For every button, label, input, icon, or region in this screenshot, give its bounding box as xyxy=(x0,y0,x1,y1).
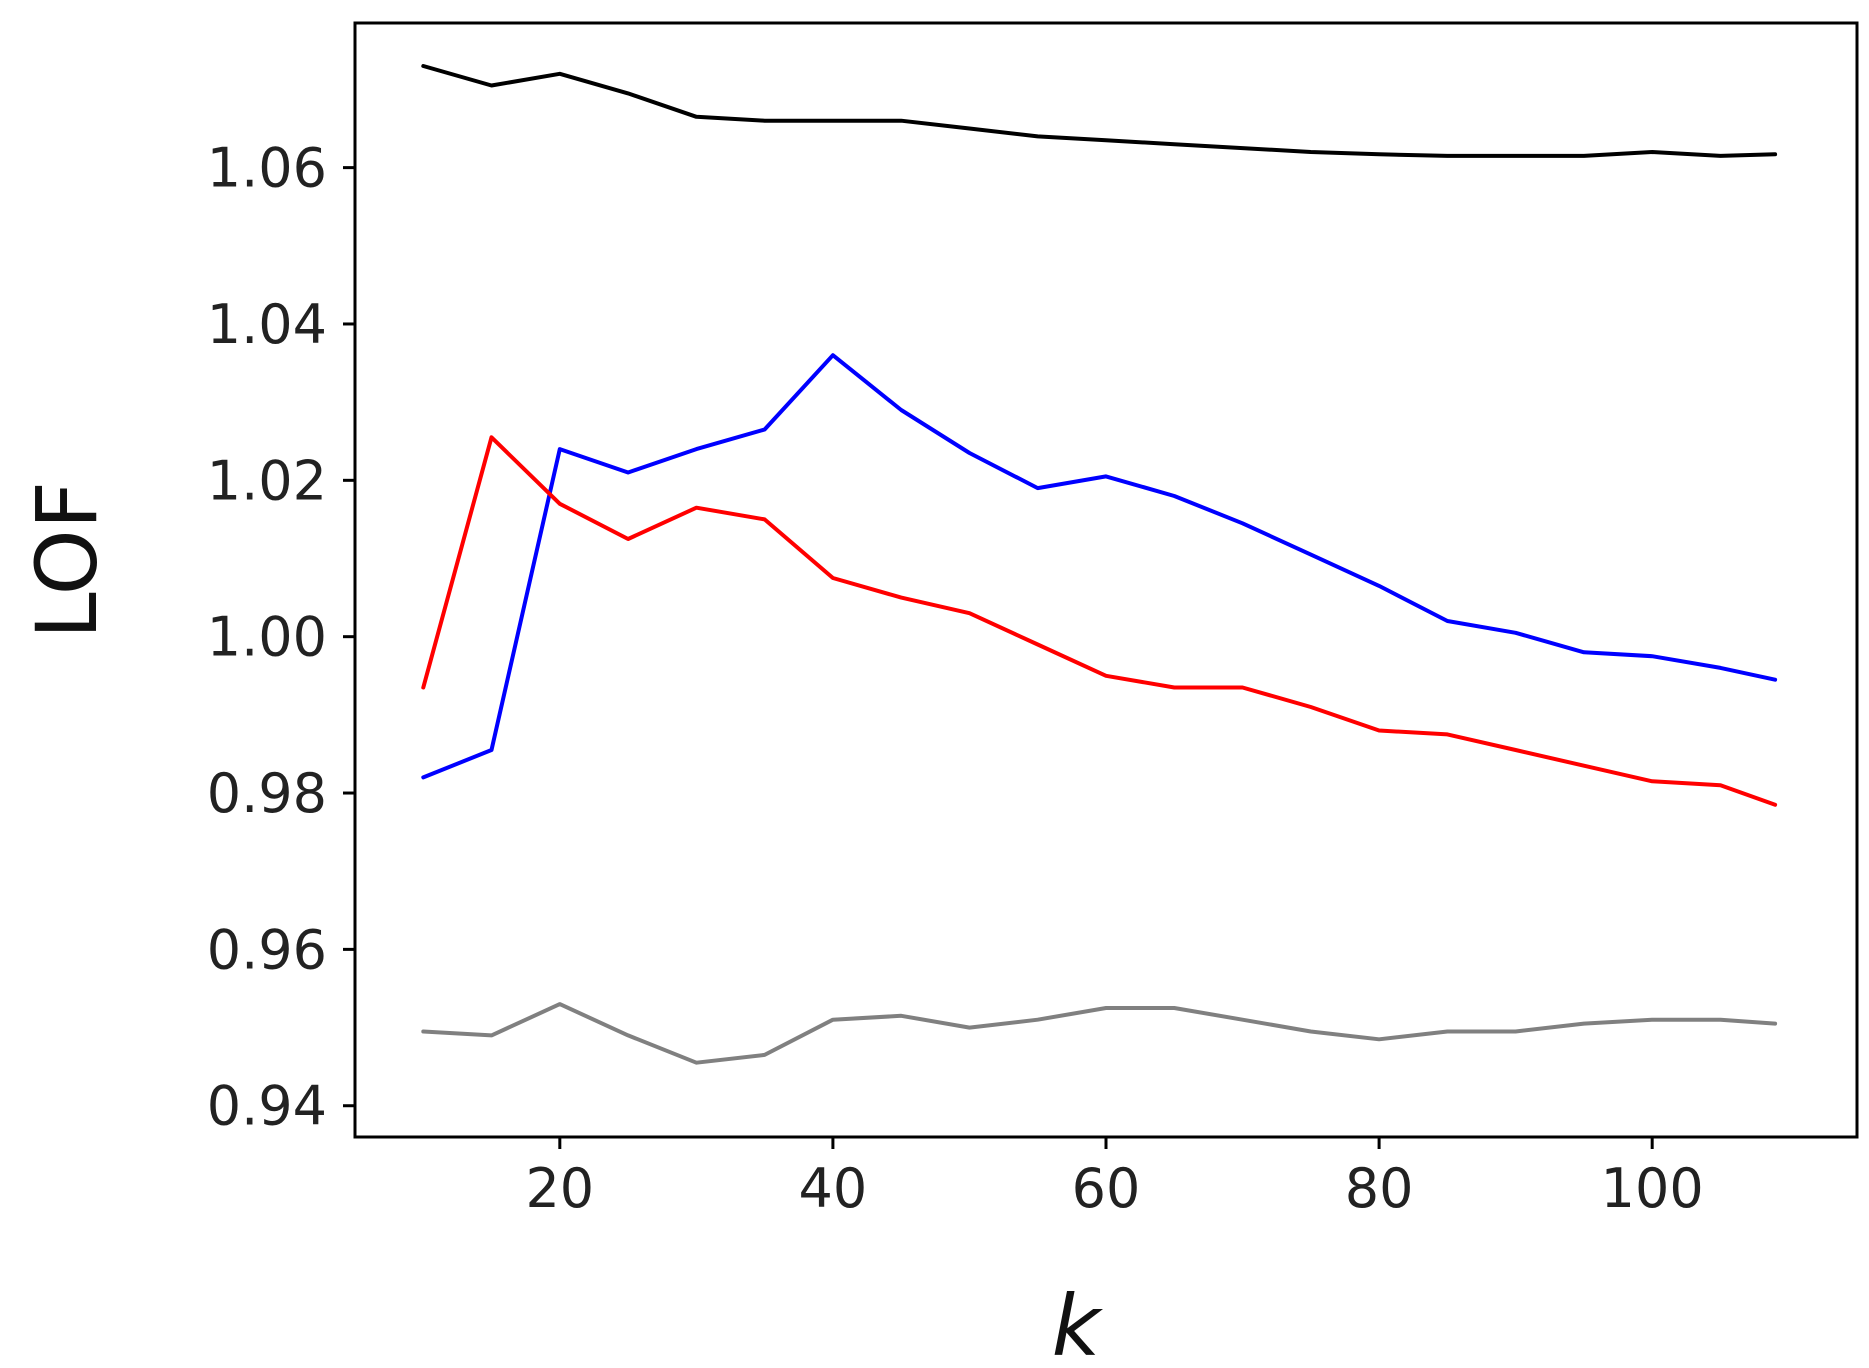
series-lines xyxy=(421,64,1778,1065)
series-line-4 xyxy=(421,1002,1778,1065)
y-tick-label: 1.00 xyxy=(207,606,327,669)
x-axis-ticks: 20 40 60 80 100 xyxy=(525,1137,1704,1220)
x-axis-title: k xyxy=(1052,1277,1104,1368)
y-tick-label: 0.94 xyxy=(207,1075,327,1138)
y-tick-label: 1.02 xyxy=(207,449,327,512)
y-tick-label: 1.06 xyxy=(207,137,327,200)
y-axis-ticks: 0.94 0.96 0.98 1.00 1.02 1.04 1.06 xyxy=(207,137,355,1138)
series-line-1 xyxy=(421,64,1778,158)
y-tick-label: 1.04 xyxy=(207,293,327,356)
x-tick-label: 80 xyxy=(1345,1157,1414,1220)
x-tick-label: 100 xyxy=(1601,1157,1704,1220)
y-axis-title: LOF xyxy=(18,481,116,639)
x-tick-label: 40 xyxy=(799,1157,868,1220)
plot-area-frame xyxy=(353,21,1859,1139)
series-line-2 xyxy=(421,353,1778,780)
x-tick-label: 60 xyxy=(1072,1157,1141,1220)
y-tick-label: 0.96 xyxy=(207,918,327,981)
series-line-3 xyxy=(421,435,1778,807)
y-tick-label: 0.98 xyxy=(207,762,327,825)
x-tick-label: 20 xyxy=(525,1157,594,1220)
